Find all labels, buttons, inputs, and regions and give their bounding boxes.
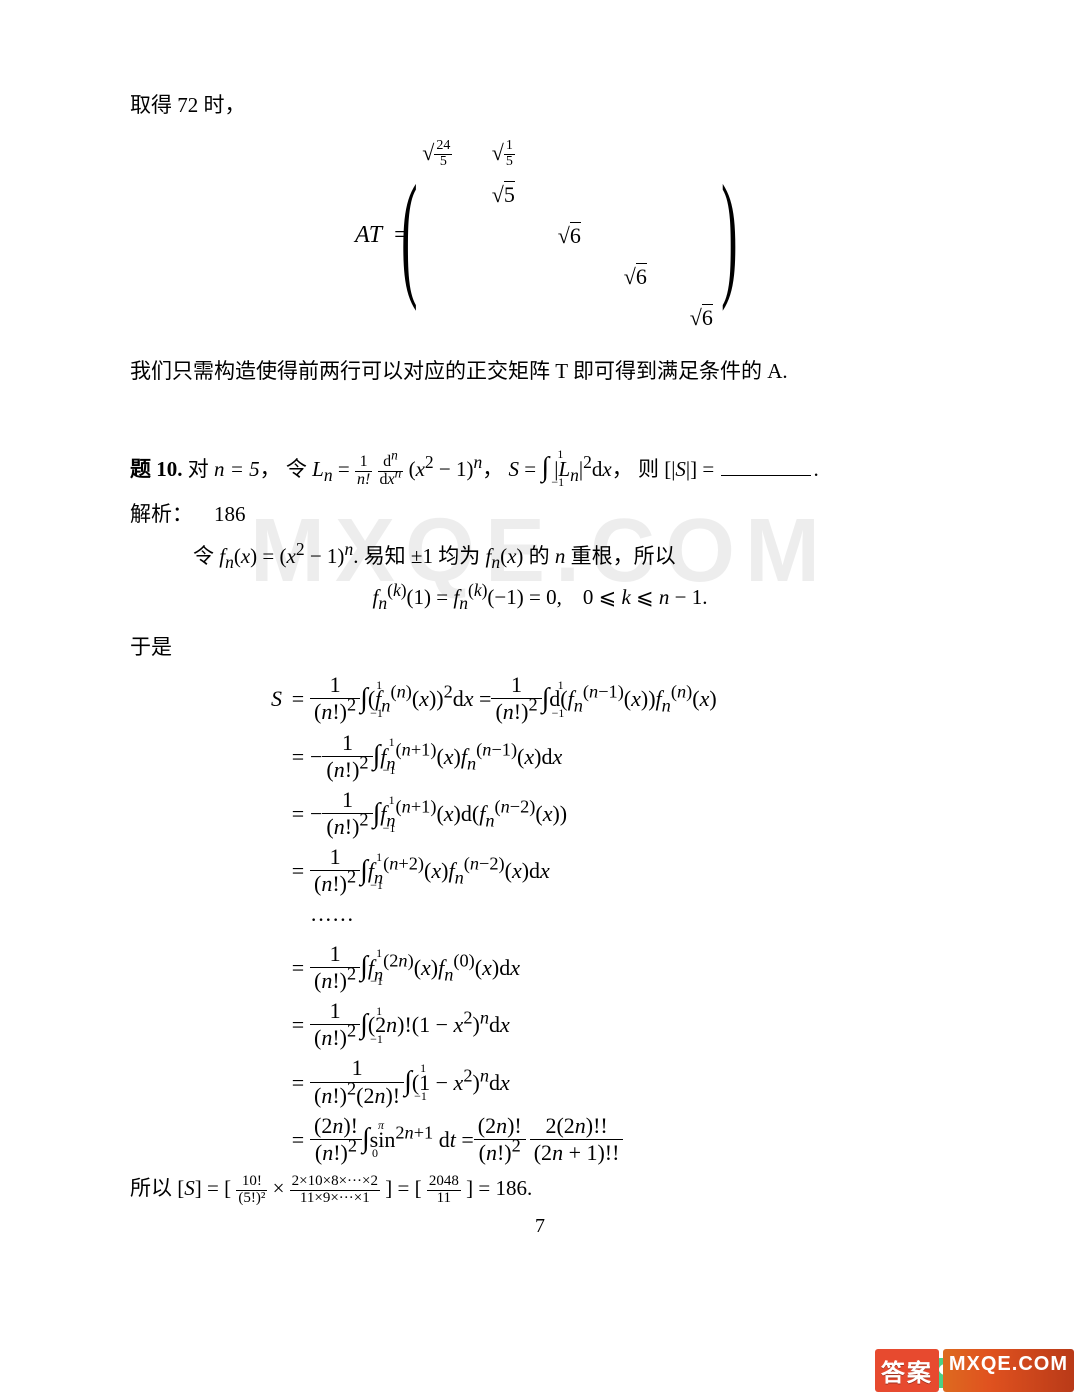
intro-line: 取得 72 时， (130, 90, 950, 122)
derivation-row-2: = − 1(n!)2 ∫1−1 fn(n+1)(x)d(fn(n−2)(x)) (240, 788, 950, 839)
intro-suffix: 时， (198, 93, 245, 117)
matrix-body: √245 √15 √5 √6 √6 (404, 132, 734, 338)
matrix-cell-1-1: √5 (470, 174, 536, 215)
matrix-cell-3-3: √6 (602, 256, 668, 297)
intro-tail: 我们只需构造使得前两行可以对应的正交矩阵 T 即可得到满足条件的 A. (130, 356, 950, 388)
matrix-cell-0-1: √15 (470, 132, 536, 174)
n-eq-5: n = 5 (214, 457, 260, 481)
derivation-row-0: S= 1(n!)2 ∫1−1 (fn(n)(x))2dx = 1(n!)2 ∫1… (240, 673, 950, 724)
stamp-gradient: MXQE.COM (943, 1349, 1074, 1392)
page-number: 7 (0, 1215, 1080, 1238)
let-fn-line: 令 fn(x) = (x2 − 1)n. 易知 ±1 均为 fn(x) 的 n … (130, 541, 950, 573)
final-prefix: 所以 (130, 1176, 177, 1200)
ask-prefix: 则 (638, 457, 664, 481)
derivation-row-6: = 1(n!)2 ∫1−1 (2n)!(1 − x2)ndx (240, 999, 950, 1050)
left-paren: ( (401, 165, 417, 305)
matrix-equation: AT = ( √245 √15 √5 √6 (130, 132, 950, 338)
derivation-row-5: = 1(n!)2 ∫1−1 fn(2n)(x)fn(0)(x)dx (240, 942, 950, 993)
intro-value-72: 72 (177, 93, 198, 117)
derivation-row-7: = 1(n!)2(2n)! ∫1−1 (1 − x2)ndx (240, 1056, 950, 1107)
problem-label: 题 10. (130, 457, 183, 481)
stamp-group: 答案 MXQE.COM (875, 1349, 1074, 1392)
intro-prefix: 取得 (130, 93, 177, 117)
let-text: 令 (286, 457, 312, 481)
derivation-row-3: = 1(n!)2 ∫1−1 fn(n+2)(x)fn(n−2)(x)dx (240, 845, 950, 896)
answer-blank (721, 454, 811, 476)
solution-label: 解析： (130, 502, 193, 526)
final-line: 所以 [S] = [ 10!(5!)² × 2×10×8×···×211×9×·… (130, 1173, 950, 1206)
stamp-red: 答案 (875, 1349, 939, 1392)
page-content: 取得 72 时， AT = ( √245 √15 √5 √6 (0, 0, 1080, 1207)
solution-answer: 186 (214, 502, 246, 526)
derivation-row-8: = (2n)!(n!)2 ∫π0 sin2n+1 dt = (2n)!(n!)2… (240, 1114, 950, 1165)
derivation-row-1: = − 1(n!)2 ∫1−1 fn(n+1)(x)fn(n−1)(x)dx (240, 731, 950, 782)
matrix-cell-2-2: √6 (536, 215, 602, 256)
derivation-block: S= 1(n!)2 ∫1−1 (fn(n)(x))2dx = 1(n!)2 ∫1… (240, 673, 950, 1165)
hence-label: 于是 (130, 632, 950, 664)
right-paren: ) (721, 165, 737, 305)
solution-header: 解析： 186 (130, 499, 950, 531)
derivation-ellipsis: ······ (240, 903, 950, 936)
problem-statement: 题 10. 对 n = 5， 令 Ln = 1n! dndxn (x2 − 1)… (130, 447, 950, 489)
integral-icon: ∫1−1 (541, 447, 549, 489)
final-answer: 186 (495, 1176, 527, 1200)
matrix-label: AT (355, 217, 388, 253)
root-equation: fn(k)(1) = fn(k)(−1) = 0, 0 ⩽ k ⩽ n − 1. (130, 582, 950, 614)
